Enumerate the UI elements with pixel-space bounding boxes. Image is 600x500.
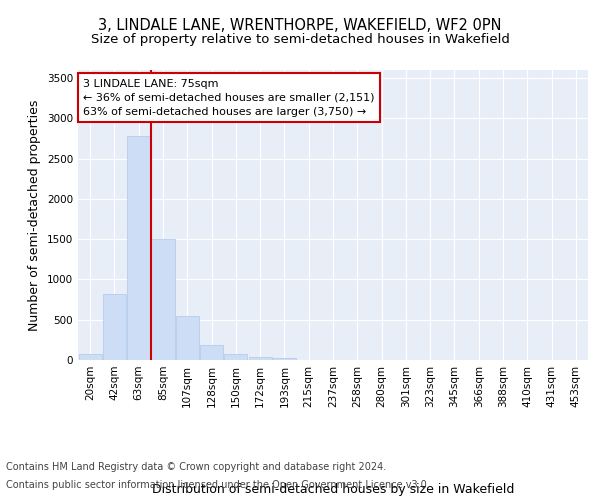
- Bar: [151, 239, 175, 360]
- Bar: [176, 316, 199, 360]
- Bar: [273, 358, 296, 360]
- Text: Size of property relative to semi-detached houses in Wakefield: Size of property relative to semi-detach…: [91, 32, 509, 46]
- Y-axis label: Number of semi-detached properties: Number of semi-detached properties: [28, 100, 41, 330]
- Bar: [248, 357, 272, 360]
- Bar: [200, 345, 223, 360]
- Text: Contains HM Land Registry data © Crown copyright and database right 2024.: Contains HM Land Registry data © Crown c…: [6, 462, 386, 472]
- Bar: [224, 354, 247, 360]
- Bar: [79, 354, 101, 360]
- X-axis label: Distribution of semi-detached houses by size in Wakefield: Distribution of semi-detached houses by …: [152, 484, 514, 496]
- Bar: [127, 136, 150, 360]
- Bar: [103, 294, 126, 360]
- Text: 3 LINDALE LANE: 75sqm
← 36% of semi-detached houses are smaller (2,151)
63% of s: 3 LINDALE LANE: 75sqm ← 36% of semi-deta…: [83, 78, 374, 116]
- Text: 3, LINDALE LANE, WRENTHORPE, WAKEFIELD, WF2 0PN: 3, LINDALE LANE, WRENTHORPE, WAKEFIELD, …: [98, 18, 502, 32]
- Text: Contains public sector information licensed under the Open Government Licence v3: Contains public sector information licen…: [6, 480, 430, 490]
